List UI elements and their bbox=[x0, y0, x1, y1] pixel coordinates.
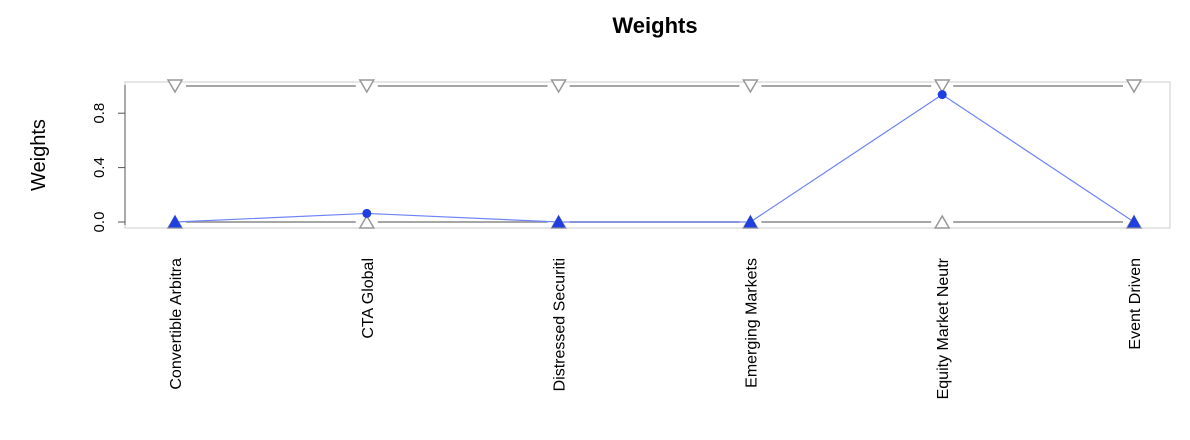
weights-series bbox=[174, 93, 1135, 223]
upper-bound-marker bbox=[550, 79, 567, 94]
x-category-label: Equity Market Neutr bbox=[935, 257, 952, 399]
x-category-label: CTA Global bbox=[360, 258, 377, 339]
weight-point bbox=[362, 208, 372, 218]
upper-bound-marker bbox=[933, 79, 951, 94]
y-tick-label: 0.4 bbox=[91, 157, 108, 178]
weight-point-at-lower-bound bbox=[1127, 214, 1141, 228]
weight-point-at-lower-bound bbox=[168, 214, 182, 228]
x-category-label: Distressed Securiti bbox=[552, 258, 569, 391]
x-category-label: Convertible Arbitra bbox=[168, 258, 185, 390]
lower-bound-marker bbox=[933, 214, 951, 229]
lower-bound-marker bbox=[358, 214, 376, 229]
y-axis-label: Weights bbox=[28, 119, 50, 191]
bound-lines bbox=[186, 85, 1123, 223]
y-axis-ticks: 0.0 0.4 0.8 bbox=[91, 103, 125, 233]
x-axis-labels: Convertible Arbitra CTA Global Distressed … bbox=[168, 257, 1144, 399]
upper-bound-marker bbox=[742, 79, 759, 94]
y-tick-label: 0.8 bbox=[91, 103, 108, 124]
upper-bound-marker bbox=[166, 79, 184, 94]
upper-bound-marker bbox=[1125, 79, 1143, 94]
chart-title: Weights bbox=[612, 13, 697, 38]
weight-point-at-lower-bound bbox=[551, 214, 566, 228]
y-tick-label: 0.0 bbox=[91, 212, 108, 233]
markers bbox=[166, 79, 1143, 229]
weights-line bbox=[174, 93, 1135, 223]
plot-frame bbox=[124, 81, 1171, 229]
weight-point-at-lower-bound bbox=[743, 214, 758, 228]
x-category-label: Event Driven bbox=[1127, 258, 1144, 350]
x-category-label: Emerging Markets bbox=[743, 258, 760, 388]
upper-bound-marker bbox=[358, 79, 376, 94]
weight-point bbox=[937, 90, 947, 100]
